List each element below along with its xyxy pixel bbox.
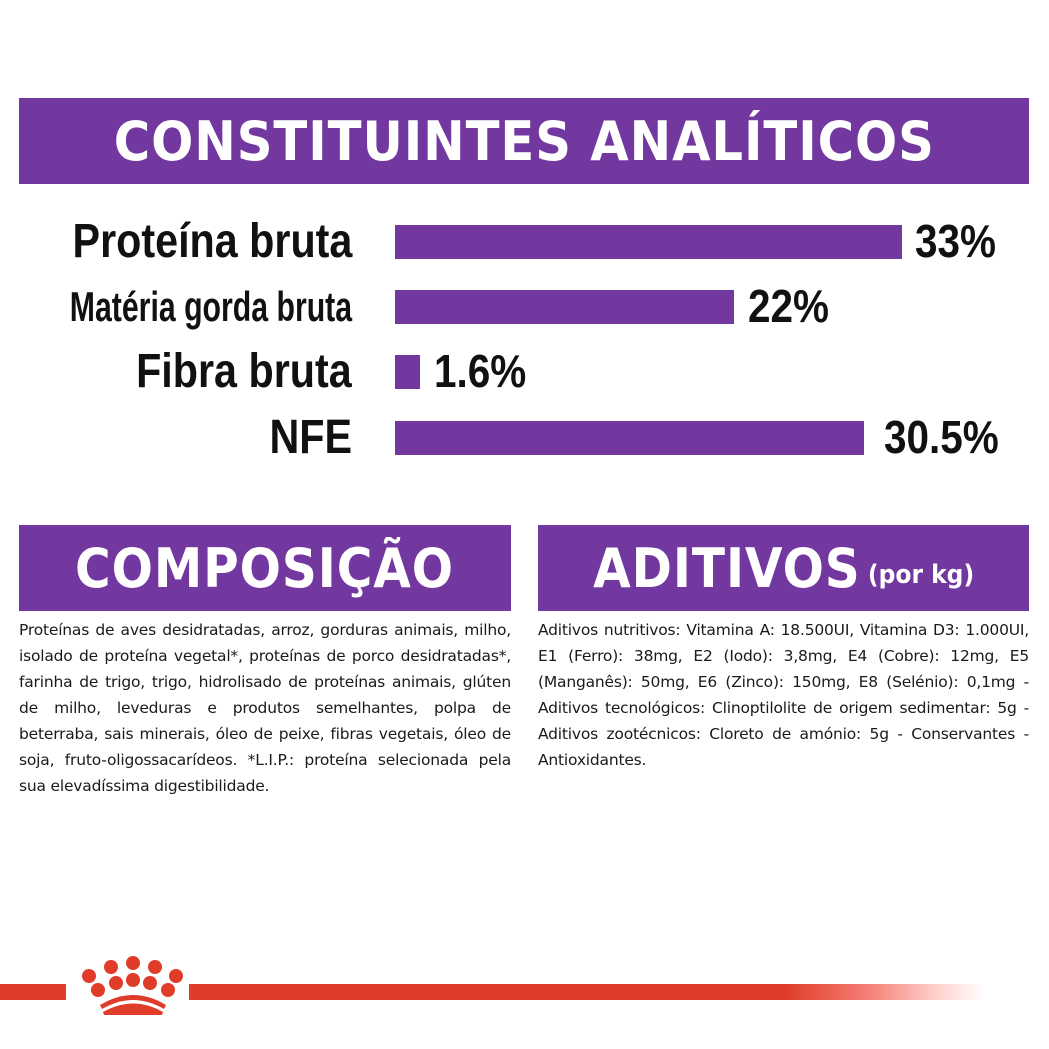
composition-text: Proteínas de aves desidratadas, arroz, g… <box>19 621 511 795</box>
chart-row-label: Fibra bruta <box>136 345 352 398</box>
chart-row: Matéria gorda bruta 22% <box>0 277 1049 337</box>
chart-row-label: NFE <box>269 411 352 464</box>
chart-row-value: 30.5% <box>884 411 999 463</box>
crown-logo-icon <box>82 956 183 1015</box>
chart-row: Proteína bruta 33% <box>0 212 1049 272</box>
chart-row-label: Matéria gorda bruta <box>69 283 352 330</box>
chart-bar <box>395 355 420 389</box>
additives-text: Aditivos nutritivos: Vitamina A: 18.500U… <box>538 621 1029 769</box>
footer-red-line-right <box>189 984 984 1000</box>
additives-subtitle: (por kg) <box>867 560 974 590</box>
composition-title: COMPOSIÇÃO <box>75 536 455 600</box>
footer-red-line-left <box>0 984 66 1000</box>
chart-row-value: 1.6% <box>434 345 527 397</box>
chart-bar <box>395 290 734 324</box>
analytical-constituents-title: CONSTITUINTES ANALÍTICOS <box>113 109 935 173</box>
composition-header: COMPOSIÇÃO <box>19 525 511 611</box>
chart-bar <box>395 225 902 259</box>
analytical-constituents-header: CONSTITUINTES ANALÍTICOS <box>19 98 1029 184</box>
chart-row-value: 33% <box>915 215 997 267</box>
additives-title: ADITIVOS <box>593 536 861 600</box>
chart-row: Fibra bruta 1.6% <box>0 342 1049 402</box>
additives-header: ADITIVOS (por kg) <box>538 525 1029 611</box>
chart-row-label: Proteína bruta <box>72 215 352 268</box>
chart-bar <box>395 421 864 455</box>
chart-row-value: 22% <box>748 280 830 332</box>
chart-row: NFE 30.5% <box>0 408 1049 468</box>
